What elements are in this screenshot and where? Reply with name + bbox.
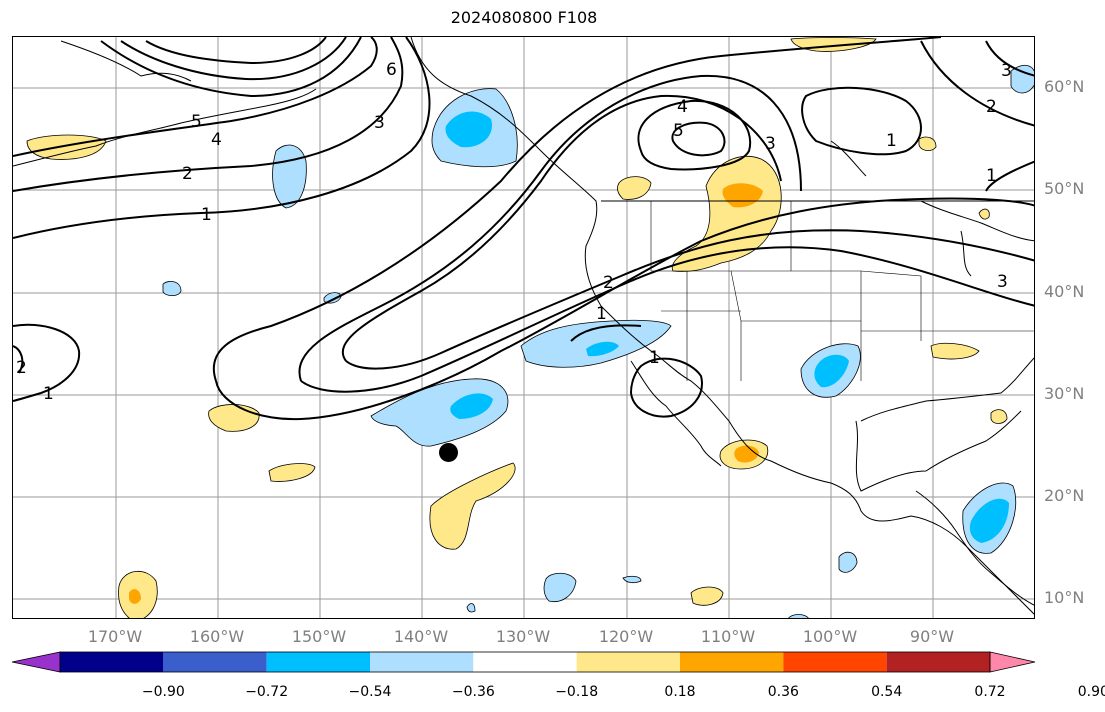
contour-label-3c: 3 (1001, 61, 1012, 81)
contour-label-3d: 3 (997, 272, 1008, 292)
storm-position-dot (439, 443, 458, 462)
colorbar-swatches (11, 651, 1036, 673)
colorbar-tick-label: 0.90 (1077, 684, 1105, 700)
colorbar-tick-label: −0.54 (348, 684, 392, 700)
colorbar-tick-label: 0.54 (871, 684, 903, 700)
colorbar-tick-label: 0.18 (664, 684, 696, 700)
colorbar-outline (59, 651, 991, 673)
contour-label-4b: 4 (677, 97, 688, 117)
colorbar-swatch (266, 652, 370, 672)
lon-label-130w: 130°W (495, 627, 551, 646)
contour-label-4: 4 (211, 130, 222, 150)
map-title: 2024080800 F108 (450, 8, 598, 27)
colorbar-swatch (886, 652, 990, 672)
contour-label-5: 5 (191, 112, 202, 132)
contour-label-6: 6 (386, 60, 397, 80)
contour-label-1c: 1 (886, 131, 897, 151)
lat-label-30n: 30°N (1044, 384, 1085, 403)
lon-label-160w: 160°W (189, 627, 245, 646)
colorbar (11, 651, 1036, 673)
positive-anomaly-shading (26, 37, 1008, 618)
contour-lines (13, 37, 1034, 421)
contour-label-3: 3 (374, 113, 385, 133)
colorbar-tick-label: −0.72 (245, 684, 289, 700)
colorbar-swatch (783, 652, 887, 672)
lon-label-170w: 170°W (87, 627, 143, 646)
lat-label-50n: 50°N (1044, 179, 1085, 198)
colorbar-extend-min (11, 651, 61, 673)
colorbar-tick-label: 0.72 (974, 684, 1006, 700)
contour-label-5b: 5 (673, 121, 684, 141)
contour-labels: 1 2 3 4 5 6 2 1 4 5 3 1 2 3 1 1 1 2 3 (16, 60, 1012, 404)
lon-label-110w: 110°W (700, 627, 756, 646)
contour-label-1f: 1 (43, 384, 54, 404)
lon-label-150w: 150°W (291, 627, 347, 646)
lat-label-20n: 20°N (1044, 486, 1085, 505)
graticule (13, 37, 1034, 618)
colorbar-swatch (163, 652, 267, 672)
colorbar-swatch (370, 652, 474, 672)
lat-label-60n: 60°N (1044, 77, 1085, 96)
state-borders (650, 201, 1034, 381)
contour-label-1: 1 (201, 205, 212, 225)
lat-label-10n: 10°N (1044, 588, 1085, 607)
contour-label-2c: 2 (986, 97, 997, 117)
contour-label-2b: 2 (603, 273, 614, 293)
map-canvas: 1 2 3 4 5 6 2 1 4 5 3 1 2 3 1 1 1 2 3 (13, 37, 1034, 618)
lon-label-100w: 100°W (802, 627, 858, 646)
contour-label-1b: 1 (596, 304, 607, 324)
negative-anomaly-shading (162, 64, 1034, 618)
colorbar-tick-label: −0.90 (141, 684, 185, 700)
contour-label-3b: 3 (765, 134, 776, 154)
contour-label-2: 2 (182, 164, 193, 184)
lon-label-90w: 90°W (909, 627, 955, 646)
colorbar-swatch (473, 652, 577, 672)
colorbar-swatch (680, 652, 784, 672)
lon-label-140w: 140°W (393, 627, 449, 646)
contour-label-1d: 1 (986, 166, 997, 186)
contour-label-1e: 1 (649, 348, 660, 368)
colorbar-extend-max (989, 651, 1036, 673)
colorbar-tick-label: −0.18 (555, 684, 599, 700)
colorbar-swatch (576, 652, 680, 672)
contour-label-2d: 2 (16, 358, 27, 378)
colorbar-tick-label: −0.36 (451, 684, 495, 700)
map-panel: 1 2 3 4 5 6 2 1 4 5 3 1 2 3 1 1 1 2 3 (12, 36, 1035, 619)
coastlines (13, 37, 1034, 615)
colorbar-tick-label: 0.36 (767, 684, 799, 700)
lat-label-40n: 40°N (1044, 282, 1085, 301)
colorbar-swatch (60, 652, 164, 672)
lon-label-120w: 120°W (598, 627, 654, 646)
